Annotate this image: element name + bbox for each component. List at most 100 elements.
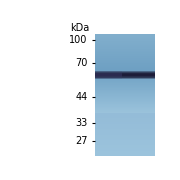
Bar <box>95 120 155 121</box>
Bar <box>95 34 155 35</box>
Bar <box>95 138 155 139</box>
Bar <box>95 142 155 143</box>
Bar <box>95 108 155 109</box>
Bar <box>95 71 122 72</box>
Bar <box>95 90 155 91</box>
Text: 100: 100 <box>69 35 87 45</box>
Bar <box>95 44 155 45</box>
Bar <box>95 133 155 134</box>
Bar <box>95 51 155 52</box>
Bar <box>95 106 155 107</box>
Text: 44: 44 <box>75 92 87 102</box>
Bar <box>95 40 155 41</box>
Bar <box>95 145 155 146</box>
Bar <box>95 77 122 78</box>
Bar <box>95 110 155 111</box>
Bar <box>95 62 155 63</box>
Text: 70: 70 <box>75 58 87 68</box>
Bar <box>95 53 155 54</box>
Bar <box>95 129 155 130</box>
Bar <box>95 45 155 46</box>
Bar <box>95 76 155 77</box>
Bar <box>95 66 155 67</box>
Bar <box>95 128 155 129</box>
Bar <box>95 134 155 135</box>
Bar <box>95 74 122 75</box>
Bar <box>95 72 155 73</box>
Bar <box>95 59 155 60</box>
Bar <box>95 103 155 104</box>
Bar <box>95 98 155 99</box>
Bar <box>95 75 122 76</box>
Bar <box>95 111 155 112</box>
Bar <box>95 117 155 118</box>
Bar <box>95 132 155 133</box>
Bar <box>95 102 155 103</box>
Bar <box>95 144 155 145</box>
Bar <box>95 61 155 62</box>
Bar <box>95 154 155 155</box>
Bar <box>95 37 155 38</box>
Bar <box>95 62 155 63</box>
Text: kDa: kDa <box>70 23 89 33</box>
Bar <box>95 140 155 141</box>
Bar <box>95 112 155 113</box>
Bar <box>95 93 155 94</box>
Bar <box>95 70 155 71</box>
Bar <box>95 45 155 46</box>
Bar <box>95 131 155 132</box>
Bar <box>95 116 155 117</box>
Bar <box>95 72 155 73</box>
Bar <box>95 144 155 145</box>
Bar <box>95 88 155 89</box>
Bar <box>95 76 122 77</box>
Bar <box>95 141 155 142</box>
Bar <box>95 57 155 58</box>
Bar <box>95 122 155 123</box>
Bar <box>95 71 155 72</box>
Bar <box>95 79 155 80</box>
Bar <box>95 72 122 73</box>
Bar <box>95 52 155 53</box>
Bar <box>95 107 155 108</box>
Bar <box>95 135 155 136</box>
Bar <box>95 139 155 140</box>
Bar <box>95 64 155 65</box>
Bar <box>95 76 155 77</box>
Bar <box>95 89 155 90</box>
Bar <box>95 73 155 74</box>
Bar <box>95 63 155 64</box>
Bar <box>95 86 155 87</box>
Bar <box>95 37 155 38</box>
Bar <box>95 87 155 88</box>
Bar <box>95 75 122 76</box>
Bar <box>95 114 155 115</box>
Bar <box>95 75 155 76</box>
Bar <box>95 120 155 121</box>
Bar <box>95 84 155 85</box>
Bar <box>95 112 155 113</box>
Bar <box>95 83 155 84</box>
Bar <box>95 146 155 147</box>
Bar <box>95 84 155 85</box>
Bar <box>95 114 155 115</box>
Bar <box>95 71 155 72</box>
Bar <box>95 109 155 110</box>
Bar <box>95 123 155 124</box>
Bar <box>95 64 155 65</box>
Bar <box>95 99 155 100</box>
Bar <box>95 73 155 74</box>
Bar <box>95 55 155 56</box>
Bar <box>95 71 155 72</box>
Bar <box>95 69 155 70</box>
Bar <box>95 36 155 37</box>
Bar <box>95 103 155 104</box>
Bar <box>95 92 155 93</box>
Bar <box>95 81 155 82</box>
Bar <box>95 153 155 154</box>
Bar <box>95 48 155 49</box>
Bar <box>95 98 155 99</box>
Bar <box>95 94 155 95</box>
Bar <box>95 148 155 149</box>
Bar <box>95 76 155 77</box>
